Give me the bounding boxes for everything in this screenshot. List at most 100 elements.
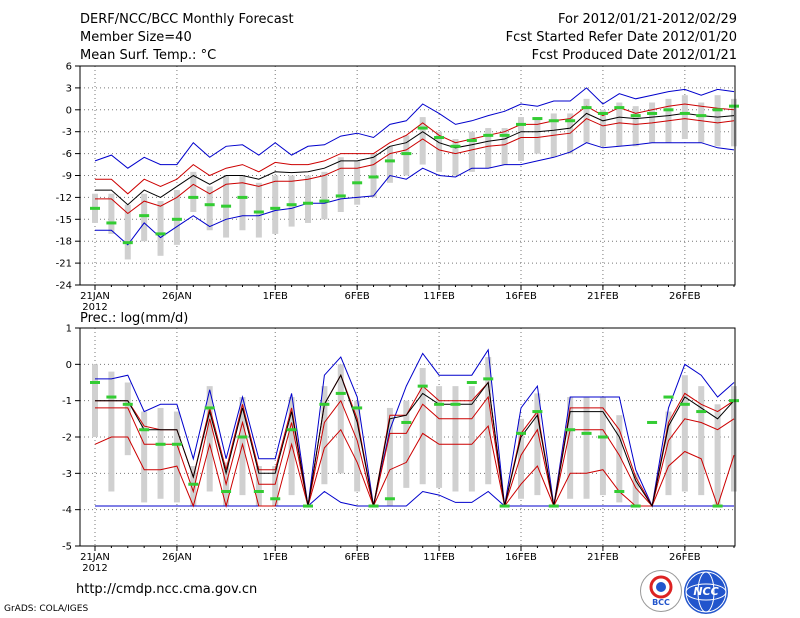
spread-box: [534, 117, 541, 154]
observation-mark: [171, 217, 182, 221]
observation-mark: [483, 133, 494, 137]
observation-mark: [679, 111, 690, 115]
spread-box: [141, 411, 148, 503]
bcc-logo-text: BCC: [652, 598, 670, 607]
observation-mark: [630, 114, 641, 118]
precip-panel-title: Prec.: log(mm/d): [80, 311, 189, 326]
spread-box: [714, 95, 721, 147]
observation-mark: [319, 402, 330, 406]
observation-mark: [548, 119, 559, 123]
observation-mark: [729, 104, 739, 108]
chart-panel-temperature: -24 -21 -18 -15 -12 -9 -6 -3 0 3 6 21JAN 26JAN 1FEB 6F…: [56, 62, 739, 313]
spread-box: [272, 466, 279, 507]
y-tick-label: -12: [56, 193, 72, 204]
observation-mark: [417, 384, 428, 388]
observation-mark: [188, 195, 199, 199]
spread-box: [288, 175, 295, 227]
spread-box: [616, 102, 623, 147]
x-year-label: 2012: [82, 563, 107, 574]
observation-mark: [663, 395, 674, 399]
spread-box: [567, 397, 574, 499]
spread-box: [157, 407, 164, 499]
spread-box: [272, 175, 279, 234]
bcc-logo: BCC: [640, 570, 682, 612]
observation-mark: [155, 232, 166, 236]
series-ensemble-min: [95, 490, 734, 507]
spread-box: [681, 375, 688, 492]
observation-mark: [516, 122, 526, 126]
spread-box: [632, 106, 639, 147]
spread-box: [206, 386, 213, 492]
spread-box: [731, 98, 737, 147]
x-tick-label: 21JAN: [80, 291, 110, 302]
observation-mark: [450, 402, 461, 406]
observation-mark: [548, 504, 559, 508]
observation-mark: [581, 431, 592, 435]
spread-box: [255, 182, 262, 238]
x-tick-label: 11FEB: [423, 291, 455, 302]
observation-mark: [565, 428, 576, 432]
spread-box: [157, 201, 164, 256]
y-tick-label: -1: [62, 396, 72, 407]
observation-mark: [516, 431, 526, 435]
spread-box: [403, 135, 410, 176]
series-ensemble-max: [94, 87, 735, 169]
x-tick-label: 26FEB: [669, 291, 701, 302]
observation-mark: [729, 399, 739, 403]
y-tick-label: -21: [56, 259, 72, 270]
observation-mark: [122, 241, 133, 245]
spread-box: [337, 364, 344, 474]
spread-box: [599, 109, 606, 147]
series-lower-spread: [95, 395, 735, 508]
observation-mark: [384, 497, 395, 501]
spread-box: [714, 404, 721, 507]
observation-mark: [368, 175, 379, 179]
spread-box: [321, 171, 328, 220]
observation-mark: [630, 504, 641, 508]
observation-mark: [270, 497, 281, 501]
x-tick-label: 11FEB: [423, 552, 455, 563]
observation-mark: [171, 442, 182, 446]
observation-mark: [696, 410, 707, 414]
ncc-logo-text: NCC: [693, 585, 719, 598]
observation-mark: [499, 133, 510, 137]
plot-frame: [79, 327, 736, 547]
y-tick-label: 3: [66, 83, 72, 94]
series-ensemble-mean: [95, 112, 735, 206]
plot-frame: [79, 65, 736, 286]
observation-mark: [106, 395, 117, 399]
observation-mark: [597, 435, 608, 439]
observation-mark: [434, 136, 445, 140]
observation-mark: [614, 490, 625, 493]
spread-box: [583, 397, 590, 499]
grads-credit: GrADS: COLA/IGES: [4, 604, 89, 614]
spread-box: [501, 128, 508, 165]
observation-mark: [679, 402, 690, 406]
spread-box: [583, 98, 590, 143]
spread-box: [419, 367, 426, 485]
spread-box: [173, 411, 180, 503]
observation-mark: [270, 206, 281, 210]
observation-mark: [663, 108, 674, 112]
spread-box: [468, 386, 475, 492]
chart-panel-precipitation: -5 -4 -3 -2 -1 0 1 21JAN 26JAN 1FEB 6FEB 11FEB 16FEB…: [62, 324, 739, 574]
spread-box: [354, 400, 361, 492]
spread-box: [518, 117, 524, 161]
spread-box: [141, 193, 148, 242]
spread-box: [124, 382, 131, 456]
spread-box: [436, 131, 443, 172]
x-tick-label: 26FEB: [669, 552, 701, 563]
spread-box: [108, 371, 115, 492]
source-url[interactable]: http://cmdp.ncc.cma.gov.cn: [76, 582, 258, 597]
member-size-label: Member Size=40: [80, 30, 192, 45]
observation-mark: [466, 381, 477, 384]
observation-mark: [286, 428, 297, 432]
observation-mark: [335, 391, 346, 395]
x-tick-label: 6FEB: [345, 291, 370, 302]
x-tick-label: 26JAN: [162, 552, 192, 563]
x-tick-label: 1FEB: [263, 552, 288, 563]
observation-mark: [253, 210, 264, 214]
spread-box: [518, 418, 524, 499]
spread-box: [681, 95, 688, 139]
y-tick-label: -6: [62, 149, 72, 160]
